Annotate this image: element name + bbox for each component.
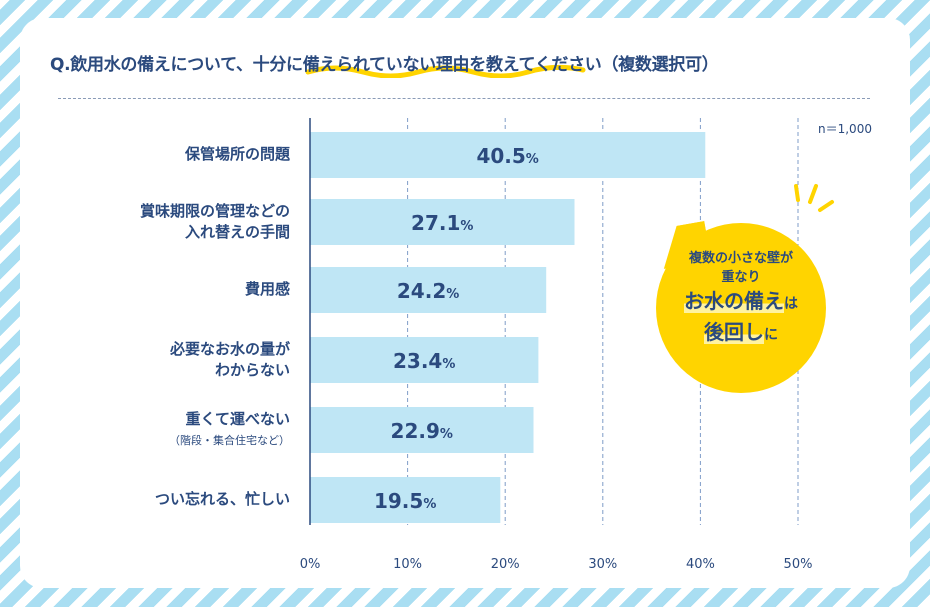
data-label: 23.4% — [393, 349, 455, 373]
data-value: 27.1 — [411, 211, 460, 235]
x-tick-label: 50% — [784, 557, 813, 572]
title-highlight: 十分に備えられていない理由 — [252, 55, 470, 75]
category-label: 賞味期限の管理などの入れ替えの手間 — [140, 201, 290, 243]
category-label: 必要なお水の量がわからない — [170, 339, 290, 381]
callout-bubble: 複数の小さな壁が 重なり お水の備えは 後回しに — [656, 223, 826, 393]
category-line2: わからない — [214, 361, 290, 379]
category-line2: （階段・集合住宅など） — [169, 434, 290, 447]
category-line1: 費用感 — [244, 280, 290, 298]
data-unit: % — [460, 219, 473, 234]
data-unit: % — [442, 357, 455, 372]
callout-line2: 重なり — [721, 270, 761, 285]
data-value: 22.9 — [391, 419, 440, 443]
callout-particle-2: に — [764, 327, 778, 343]
sparkle-icon — [794, 184, 834, 212]
category-label: 保管場所の問題 — [185, 144, 290, 165]
category-line1: 保管場所の問題 — [184, 145, 290, 163]
highlight-wave — [305, 64, 586, 78]
category-line1: 賞味期限の管理などの — [139, 202, 290, 220]
bar — [310, 477, 501, 523]
data-value: 24.2 — [397, 279, 446, 303]
category-line1: つい忘れる、忙しい — [154, 490, 290, 508]
bar — [310, 132, 706, 178]
data-unit: % — [526, 152, 539, 167]
data-label: 22.9% — [391, 419, 453, 443]
callout-line1: 複数の小さな壁が — [688, 251, 793, 266]
data-value: 19.5 — [374, 489, 423, 513]
data-label: 19.5% — [374, 489, 436, 513]
data-label: 24.2% — [397, 279, 459, 303]
x-tick-label: 20% — [491, 557, 520, 572]
category-line1: 必要なお水の量が — [169, 340, 290, 358]
category-label: 費用感 — [245, 279, 290, 300]
title-prefix: Q.飲用水の備えについて、 — [50, 55, 253, 75]
title-suffix: を教えてください（複数選択可） — [469, 55, 719, 75]
bar — [310, 267, 547, 313]
category-line2: 入れ替えの手間 — [184, 223, 290, 241]
callout-emphasis: お水の備え — [684, 289, 784, 313]
category-line1: 重くて運べない — [185, 410, 290, 428]
data-unit: % — [446, 287, 459, 302]
category-label: つい忘れる、忙しい — [155, 489, 290, 510]
data-unit: % — [440, 427, 453, 442]
bar — [310, 337, 539, 383]
x-tick-label: 0% — [300, 557, 321, 572]
x-tick-label: 10% — [393, 557, 422, 572]
callout-emphasis-2: 後回し — [704, 320, 764, 344]
x-tick-label: 40% — [686, 557, 715, 572]
category-label: 重くて運べない （階段・集合住宅など） — [169, 409, 290, 451]
data-label: 27.1% — [411, 211, 473, 235]
x-tick-label: 30% — [588, 557, 617, 572]
callout-particle: は — [784, 296, 798, 312]
sample-size: n＝1,000 — [818, 122, 872, 136]
divider — [58, 98, 870, 99]
data-label: 40.5% — [476, 144, 538, 168]
bar — [310, 407, 534, 453]
data-unit: % — [423, 497, 436, 512]
data-value: 40.5 — [476, 144, 525, 168]
data-value: 23.4 — [393, 349, 442, 373]
bar — [310, 199, 575, 245]
chart-title: Q.飲用水の備えについて、十分に備えられていない理由を教えてください（複数選択可… — [50, 50, 719, 75]
